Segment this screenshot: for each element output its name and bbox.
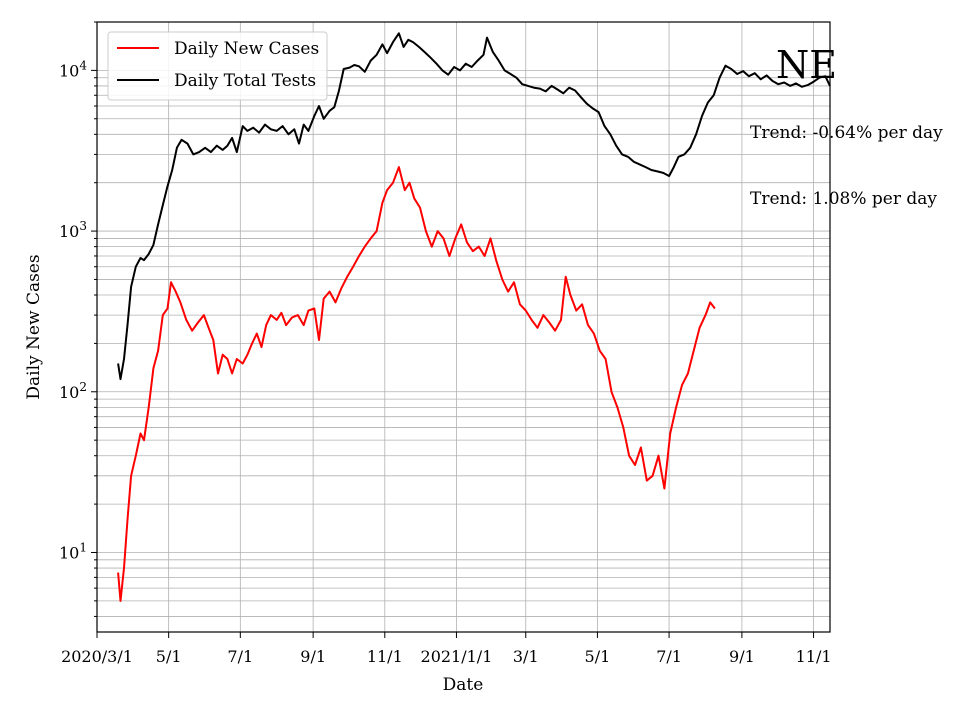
x-axis-label: Date [443, 675, 484, 695]
y-axis-label: Daily New Cases [24, 254, 44, 399]
x-tick-label: 11/1 [367, 647, 403, 666]
legend: Daily New Cases Daily Total Tests [107, 31, 328, 101]
grid-lines [96, 21, 830, 632]
x-tick-label: 5/1 [156, 647, 182, 666]
x-tick-label: 2021/1/1 [421, 647, 493, 666]
y-tick-label: 103 [59, 219, 87, 241]
y-tick-label: 101 [59, 540, 87, 562]
series-line-daily-total-tests [117, 32, 831, 381]
plot-frame [96, 21, 831, 633]
x-tick-label: 7/1 [656, 647, 682, 666]
x-tick-label: 9/1 [300, 647, 326, 666]
x-tick-label: 3/1 [513, 647, 539, 666]
legend-label-tests: Daily Total Tests [174, 71, 316, 91]
y-tick-label: 102 [59, 380, 87, 402]
x-tick-label: 11/1 [796, 647, 832, 666]
cases-trend-annotation: Trend: 1.08% per day [750, 189, 937, 209]
legend-label-cases: Daily New Cases [174, 39, 319, 59]
x-tick-label: 2020/3/1 [61, 647, 133, 666]
legend-box [107, 31, 328, 101]
tests-trend-annotation: Trend: -0.64% per day [750, 123, 943, 143]
state-label: NE [776, 43, 837, 87]
x-tick-label: 5/1 [585, 647, 611, 666]
x-tick-label: 9/1 [729, 647, 755, 666]
y-tick-label: 104 [59, 58, 87, 80]
series-line-daily-new-cases [117, 166, 716, 602]
series-lines [117, 32, 831, 602]
x-tick-label: 7/1 [227, 647, 253, 666]
axis-ticks: 101 102 103 104 2020/3/1 5/1 7/1 9/1 11/1 2021/1/… [59, 21, 832, 666]
